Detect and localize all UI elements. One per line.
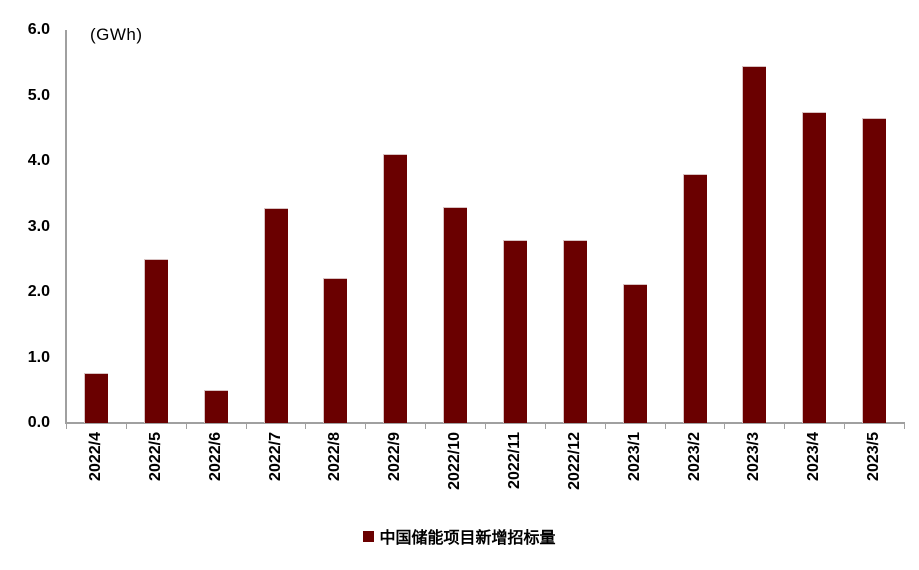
x-axis-tick-mark — [185, 424, 187, 429]
y-axis-tick-label: 5.0 — [27, 86, 50, 104]
y-axis-tick-label: 4.0 — [27, 152, 50, 169]
x-axis-label-2022/9: 2022/9 — [386, 432, 404, 481]
x-axis-label-2022/11: 2022/11 — [505, 432, 523, 489]
x-axis-tick-mark — [245, 424, 247, 429]
x-axis-label-2022/5: 2022/5 — [146, 432, 164, 481]
x-axis-tick-mark — [66, 424, 67, 429]
bar-2022/12 — [562, 239, 587, 423]
bar-2022/6 — [203, 389, 228, 423]
x-axis-tick-mark — [485, 424, 486, 429]
x-axis-tick-mark — [784, 424, 786, 429]
bar-2022/5 — [143, 259, 168, 423]
x-axis-tick-mark — [904, 424, 905, 429]
y-axis-line — [65, 30, 67, 424]
x-axis-tick-mark — [305, 424, 307, 429]
x-axis-tick-mark — [125, 424, 127, 429]
x-axis-tick-mark — [544, 424, 546, 429]
bar-2023/3 — [742, 66, 767, 423]
y-axis-tick-label: 0.0 — [27, 414, 50, 431]
x-axis-label-2023/2: 2023/2 — [685, 432, 703, 481]
x-axis-label-2022/10: 2022/10 — [446, 432, 464, 490]
y-axis-unit-label: (GWh) — [90, 25, 143, 44]
y-axis-tick-label: 1.0 — [27, 348, 50, 366]
x-axis-label-2022/4: 2022/4 — [86, 432, 104, 481]
legend-label: 中国储能项目新增招标量 — [379, 530, 556, 547]
plot-area — [66, 30, 904, 423]
bar-2023/5 — [862, 118, 887, 423]
x-axis-label-2022/7: 2022/7 — [266, 432, 284, 481]
x-axis-label-2022/6: 2022/6 — [206, 432, 224, 481]
bar-2023/4 — [802, 111, 827, 423]
x-axis-label-2023/1: 2023/1 — [625, 432, 643, 481]
x-axis-tick-mark — [604, 424, 606, 429]
x-axis-label-2022/8: 2022/8 — [326, 432, 344, 481]
y-axis-tick-label: 3.0 — [27, 217, 50, 235]
y-axis-tick-label: 6.0 — [27, 21, 50, 38]
x-axis-tick-mark — [425, 424, 427, 429]
bar-2022/7 — [263, 208, 288, 423]
x-axis-tick-mark — [664, 424, 666, 429]
x-axis-label-2022/12: 2022/12 — [565, 432, 583, 490]
bar-2022/4 — [83, 372, 108, 423]
x-axis-label-2023/5: 2023/5 — [865, 432, 883, 481]
x-axis-line — [65, 422, 905, 424]
x-axis-label-2023/3: 2023/3 — [745, 432, 763, 481]
bar-2022/10 — [443, 206, 468, 423]
x-axis-tick-mark — [844, 424, 846, 429]
legend-swatch-icon — [363, 530, 375, 542]
bar-2022/11 — [502, 239, 527, 423]
y-axis-tick-label: 2.0 — [27, 283, 50, 300]
legend: 中国储能项目新增招标量 — [0, 524, 919, 548]
bar-2022/9 — [383, 154, 408, 423]
x-axis-label-2023/4: 2023/4 — [805, 432, 823, 481]
bar-2023/1 — [622, 283, 647, 423]
bar-2023/2 — [682, 174, 707, 423]
bar-2022/8 — [323, 278, 348, 423]
x-axis-tick-mark — [365, 424, 367, 429]
x-axis-tick-mark — [724, 424, 726, 429]
